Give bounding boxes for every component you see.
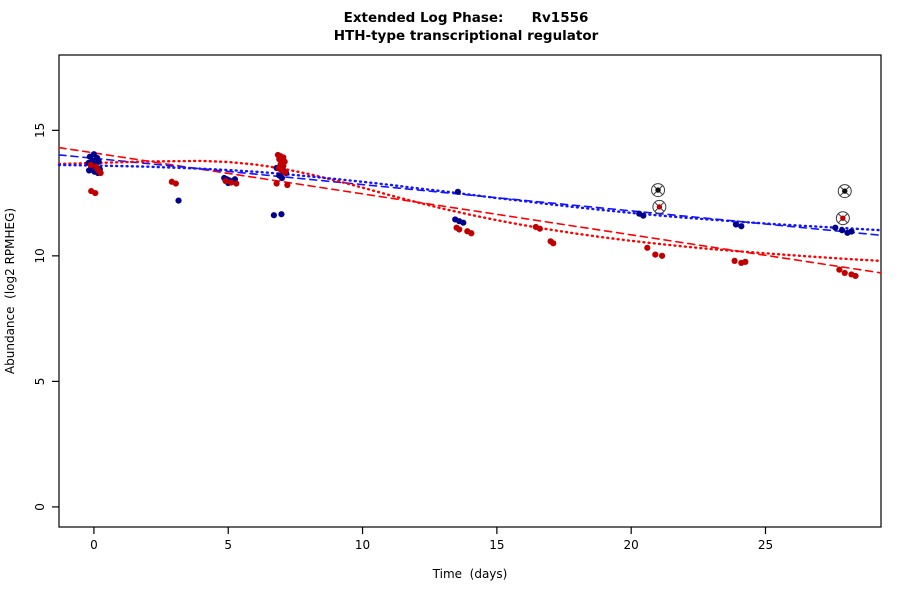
y-tick-label: 5 xyxy=(33,378,47,386)
x-axis-label: Time (days) xyxy=(432,567,508,581)
blue-point xyxy=(732,221,740,228)
data-point xyxy=(656,204,663,210)
blue-point xyxy=(640,212,647,219)
red-point xyxy=(852,272,859,280)
y-axis-label: Abundance (log2 RPMHEG) xyxy=(3,208,17,374)
data-points xyxy=(85,151,859,280)
red-point xyxy=(836,266,843,273)
red-point xyxy=(841,269,848,277)
red-point xyxy=(284,181,291,189)
y-tick-label: 10 xyxy=(33,248,47,263)
red-point xyxy=(172,180,179,187)
red-point xyxy=(731,257,738,264)
red-point xyxy=(273,180,280,187)
outlier-circle xyxy=(837,184,852,199)
red-point xyxy=(536,225,543,232)
outlier-circle xyxy=(651,183,666,198)
red-point xyxy=(227,179,235,186)
red-point xyxy=(742,258,749,265)
red-point xyxy=(97,169,104,177)
flagged-black-point xyxy=(651,183,666,198)
flagged-red-point xyxy=(652,199,667,214)
blue-point xyxy=(738,223,745,230)
blue-dotted-fit xyxy=(57,163,883,232)
red-point xyxy=(282,169,289,176)
outlier-circle xyxy=(652,199,667,214)
blue-point xyxy=(175,197,182,204)
outlier-circle xyxy=(835,211,850,226)
red-point xyxy=(222,177,229,185)
x-tick-label: 10 xyxy=(355,538,370,552)
red-dotted-fit xyxy=(57,159,883,263)
red-point xyxy=(550,240,557,247)
red-point xyxy=(233,180,240,187)
y-tick-label: 15 xyxy=(33,123,47,138)
y-tick-label: 0 xyxy=(33,503,47,511)
chart-title: Extended Log Phase: Rv1556 xyxy=(344,10,589,26)
blue-point xyxy=(278,211,285,218)
red-point xyxy=(456,226,463,233)
x-tick-label: 5 xyxy=(224,538,232,552)
red-point xyxy=(92,189,99,197)
x-tick-label: 15 xyxy=(489,538,504,552)
plot-box xyxy=(58,54,882,528)
blue-point xyxy=(278,174,286,182)
blue-point xyxy=(838,227,846,234)
chart-subtitle: HTH-type transcriptional regulator xyxy=(334,28,599,44)
blue-point xyxy=(85,167,93,174)
red-point xyxy=(644,244,651,251)
red-point xyxy=(468,230,475,237)
blue-point xyxy=(848,228,855,235)
red-point xyxy=(87,161,94,169)
x-tick-label: 20 xyxy=(624,538,639,552)
blue-point xyxy=(460,219,467,226)
blue-point xyxy=(832,224,839,231)
data-point xyxy=(840,215,846,221)
red-point xyxy=(652,251,659,258)
data-point xyxy=(842,188,848,194)
blue-point xyxy=(270,212,278,219)
x-tick-label: 0 xyxy=(90,538,98,552)
axes: 0 5 10 15 20 25 0 5 10 15 xyxy=(33,123,773,552)
flagged-black-point xyxy=(837,184,852,199)
flagged-red-point xyxy=(835,211,850,226)
data-point xyxy=(655,187,661,193)
fit-lines xyxy=(57,146,883,274)
red-point xyxy=(658,252,666,259)
x-tick-label: 25 xyxy=(758,538,773,552)
blue-point xyxy=(454,188,462,195)
